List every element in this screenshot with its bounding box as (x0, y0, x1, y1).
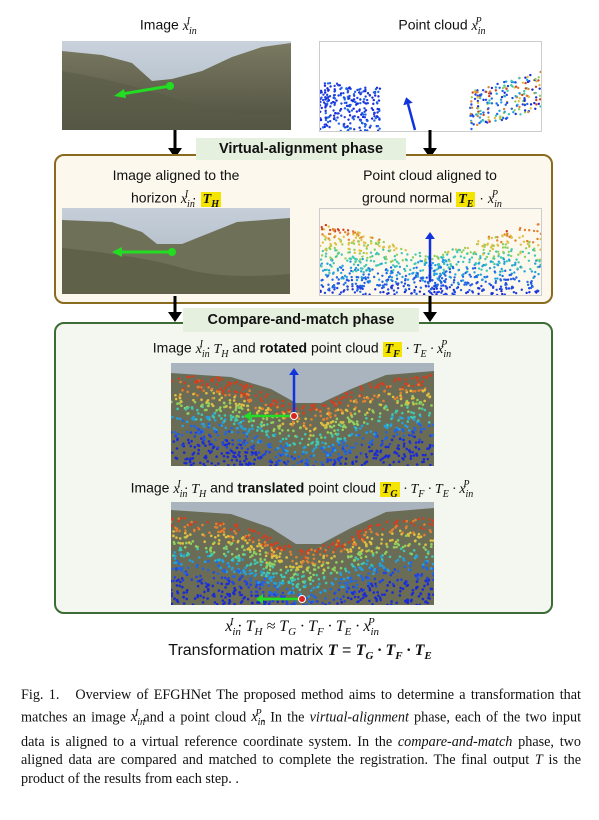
input-pointcloud (319, 41, 542, 132)
image-input-label: Image xinI (139, 16, 197, 37)
virtual-alignment-title: Virtual-alignment phase (196, 138, 406, 160)
translated-overlay-image (171, 502, 434, 605)
rotated-overlay-image (171, 363, 434, 466)
input-image-photo (62, 41, 291, 130)
aligned-pointcloud (319, 208, 542, 296)
down-arrows-1 (168, 130, 437, 158)
aligned-image-label: Image aligned to the horizon xinI · TH (112, 167, 240, 210)
aligned-image-photo (62, 208, 290, 294)
figure-number: Fig. 1. (21, 687, 60, 703)
compare-match-title: Compare-and-match phase (183, 308, 419, 332)
equation-approx: xinI · TH ≈ TG · TF · TE · xinP (225, 616, 380, 639)
figure-caption: Fig. 1. Overview of EFGHNet The proposed… (21, 687, 582, 787)
translated-label: Image xinI · TH and translated point clo… (130, 479, 474, 500)
down-arrows-2 (168, 296, 437, 322)
rotated-label: Image xinI · TH and rotated point cloud … (152, 339, 452, 360)
equation-transformation: Transformation matrix T = TG · TF · TE (168, 642, 432, 663)
pointcloud-input-label: Point cloud xinP (398, 16, 486, 37)
aligned-pc-label: Point cloud aligned to ground normal TE … (362, 167, 502, 210)
